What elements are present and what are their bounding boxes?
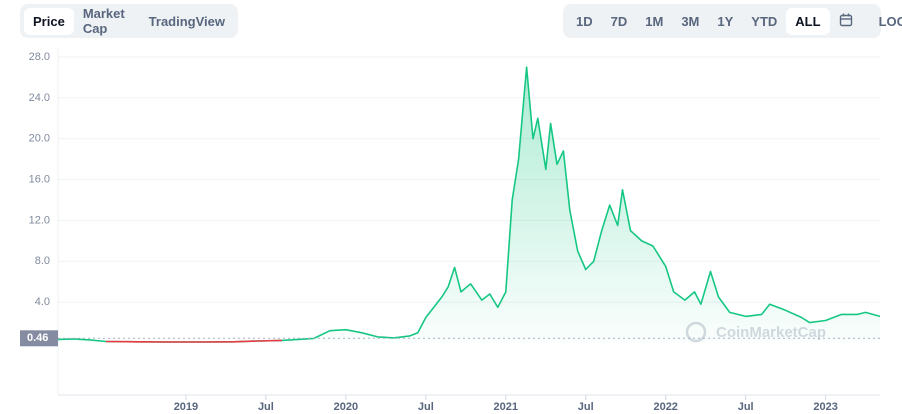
area bbox=[58, 67, 880, 343]
tab-bar: Price Market Cap TradingView bbox=[20, 4, 238, 38]
calendar-button[interactable] bbox=[830, 7, 862, 36]
y-tick-label: 8.0 bbox=[35, 255, 50, 267]
y-tick-label: 16.0 bbox=[29, 173, 50, 185]
x-tick-label: 2019 bbox=[174, 401, 198, 413]
y-tick-label: 28.0 bbox=[29, 51, 50, 63]
toolbar-button[interactable]: ALL bbox=[786, 7, 830, 35]
current-price-label: 0.46 bbox=[27, 332, 48, 344]
x-tick-label: Jul bbox=[578, 401, 594, 413]
x-tick-label: 2022 bbox=[653, 401, 677, 413]
toolbar-button[interactable]: YTD bbox=[751, 13, 778, 29]
toolbar-button[interactable]: 7D bbox=[610, 13, 628, 29]
y-tick-label: 24.0 bbox=[29, 92, 50, 104]
price-line bbox=[57, 66, 881, 343]
y-tick-label: 12.0 bbox=[29, 214, 50, 226]
x-tick-label: Jul bbox=[738, 401, 754, 413]
y-tick-label: 20.0 bbox=[29, 133, 50, 145]
current-price-box bbox=[20, 330, 58, 347]
x-tick-label: 2023 bbox=[813, 401, 837, 413]
toolbar-button[interactable]: Price bbox=[24, 7, 74, 35]
x-tick-label: 2020 bbox=[334, 401, 358, 413]
toolbar-button[interactable]: 1Y bbox=[717, 13, 734, 29]
range-bar: 1D 7D 1M 3M 1Y YTD ALL LOG bbox=[563, 4, 902, 38]
toolbar-button[interactable]: Market Cap bbox=[82, 6, 125, 36]
x-tick-label: Jul bbox=[418, 401, 434, 413]
toolbar-button[interactable]: 1M bbox=[645, 13, 664, 29]
calendar-icon bbox=[839, 13, 852, 26]
price-line bbox=[105, 339, 282, 343]
toolbar-button[interactable]: 3M bbox=[681, 13, 700, 29]
x-tick-label: 2021 bbox=[494, 401, 518, 413]
toolbar-button[interactable]: 1D bbox=[576, 13, 593, 29]
toolbar-button[interactable]: LOG bbox=[878, 13, 902, 29]
y-tick-label: 4.0 bbox=[35, 296, 50, 308]
x-tick-label: Jul bbox=[258, 401, 274, 413]
toolbar-button[interactable]: TradingView bbox=[148, 13, 225, 29]
